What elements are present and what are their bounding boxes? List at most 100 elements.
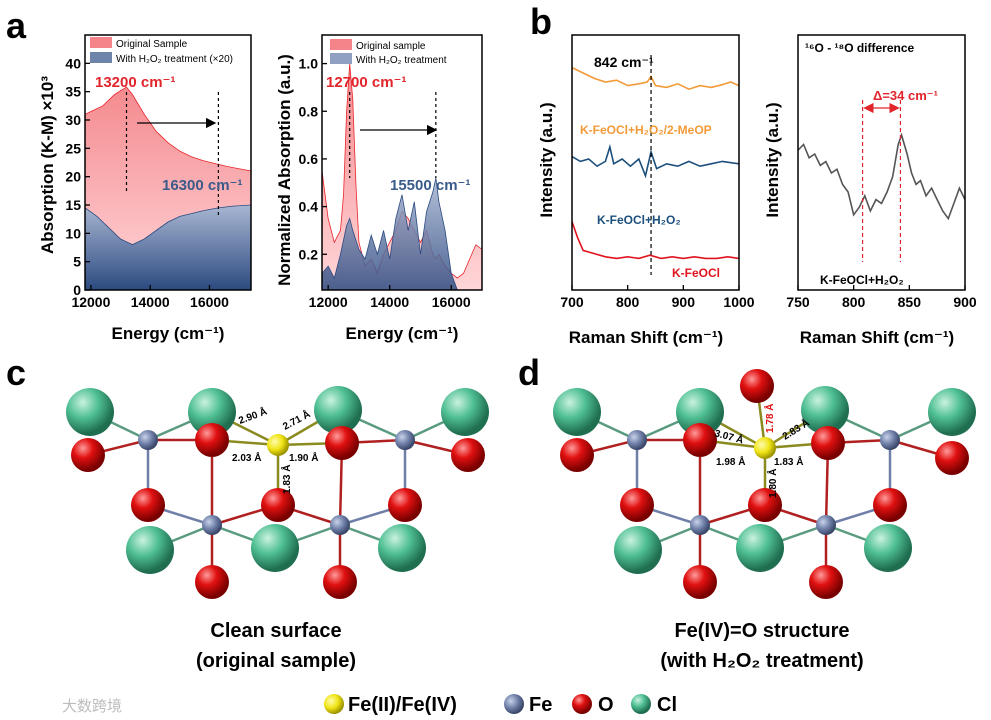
atom-cl	[378, 524, 426, 572]
atom-o	[195, 423, 229, 457]
atom-o	[323, 565, 357, 599]
b-right-xtick-label: 850	[898, 294, 922, 310]
atom-fe	[816, 515, 836, 535]
a-left-ytick-label: 30	[65, 112, 81, 128]
atom-o	[451, 438, 485, 472]
atom-fe	[627, 430, 647, 450]
atom-o	[71, 438, 105, 472]
chart-b-right: 750 800 850 900 Intensity (a.u.) Raman Shif…	[763, 34, 977, 347]
a-left-ylabel: Absorption (K-M) ×10³	[38, 76, 57, 254]
panel-label-d: d	[518, 352, 540, 393]
bond-label: 2.90 Å	[237, 405, 269, 427]
watermark: 大数跨境	[62, 697, 122, 715]
b-left-xtick-label: 1000	[723, 294, 754, 310]
a-left-ytick-label: 0	[73, 282, 81, 298]
caption-c-line1: Clean surface	[210, 620, 341, 642]
a-right-ytick-label: 0.2	[299, 246, 319, 262]
legend-fe-icon	[504, 694, 524, 714]
atom-cl	[736, 524, 784, 572]
atom-o	[873, 488, 907, 522]
a-right-legend-swatch-red	[330, 39, 352, 50]
bond-label: 1.83 Å	[774, 455, 803, 468]
a-right-legend-swatch-blue	[330, 53, 352, 64]
atom-cl	[928, 388, 976, 436]
a-left-area-treated	[84, 204, 252, 291]
atom-o	[131, 488, 165, 522]
b-right-xtick-label: 800	[842, 294, 866, 310]
b-right-xtick-label: 900	[953, 294, 977, 310]
b-right-xlabel: Raman Shift (cm⁻¹)	[800, 328, 954, 347]
legend-o-icon	[572, 694, 592, 714]
b-right-xtick-label: 750	[786, 294, 810, 310]
atom-cl	[676, 388, 724, 436]
a-left-frame	[84, 34, 252, 291]
a-left-legend-label-1: Original Sample	[116, 39, 188, 50]
a-right-frame	[321, 34, 483, 291]
bond-label: 1.98 Å	[716, 455, 745, 468]
a-right-ytick-label: 1.0	[299, 56, 319, 72]
a-left-xtick-label: 16000	[190, 294, 229, 310]
atom-cl	[314, 386, 362, 434]
atom-o	[740, 369, 774, 403]
atom-o	[195, 565, 229, 599]
a-left-ytick-label: 25	[65, 140, 81, 156]
panel-label-a: a	[6, 5, 27, 46]
a-left-ytick-label: 20	[65, 169, 81, 185]
atoms-d	[553, 369, 976, 599]
b-right-plot: 750 800 850 900	[786, 34, 977, 310]
atom-o	[811, 426, 845, 460]
atom-fe	[330, 515, 350, 535]
atom-o	[748, 488, 782, 522]
caption-c-line2: (original sample)	[196, 650, 356, 672]
atom-fe-yellow	[754, 437, 776, 459]
b-left-plot: 700 800 900 1000	[560, 34, 755, 310]
b-left-series-label-2: K-FeOCl+H₂O₂	[597, 213, 681, 227]
a-right-xtick-label: 14000	[370, 294, 409, 310]
a-left-legend-swatch-red	[90, 37, 112, 48]
chart-b-left: 700 800 900 1000 Intensity (a.u.) Raman Shi…	[537, 34, 755, 347]
atom-cl	[188, 388, 236, 436]
chart-a-right: 12000 14000 16000 0.2 0.4 0.6 0.8 1.0 Normalize…	[275, 34, 483, 343]
atom-fe	[395, 430, 415, 450]
a-left-ytick-label: 15	[65, 197, 81, 213]
a-left-ytick-label: 5	[73, 254, 81, 270]
a-right-xlabel: Energy (cm⁻¹)	[346, 324, 459, 343]
a-right-legend: Original sample With H₂O₂ treatment	[330, 39, 447, 66]
b-left-marker-label: 842 cm⁻¹	[594, 54, 654, 70]
a-right-ytick-label: 0.6	[299, 151, 319, 167]
b-right-ylabel: Intensity (a.u.)	[763, 102, 782, 217]
caption-d-line1: Fe(IV)=O structure	[674, 620, 849, 642]
b-right-series-line	[797, 132, 966, 221]
panel-label-b: b	[530, 1, 552, 42]
b-left-xlabel: Raman Shift (cm⁻¹)	[569, 328, 723, 347]
legend-label-o: O	[598, 694, 614, 716]
bond-label: 2.83 Å	[780, 416, 812, 443]
b-left-xtick-label: 800	[616, 294, 640, 310]
atom-fe	[690, 515, 710, 535]
atom-o	[809, 565, 843, 599]
atom-cl	[614, 526, 662, 574]
a-left-legend-swatch-blue	[90, 52, 112, 63]
bond-label-red: 1.78 Å	[763, 404, 776, 433]
b-left-series-line	[571, 143, 740, 179]
a-left-ytick-label: 10	[65, 225, 81, 241]
legend-label-cl: Cl	[657, 694, 677, 716]
a-left-legend-label-2: With H₂O₂ treatment (×20)	[116, 54, 233, 65]
legend-fe-yellow-icon	[324, 694, 344, 714]
atom-o	[683, 423, 717, 457]
a-right-ytick-label: 0.8	[299, 103, 319, 119]
atoms-c	[66, 386, 489, 599]
atom-fe	[202, 515, 222, 535]
b-left-xtick-label: 900	[672, 294, 696, 310]
atom-cl	[553, 388, 601, 436]
atom-cl	[251, 524, 299, 572]
a-right-annotation-1: 12700 cm⁻¹	[326, 74, 406, 91]
a-left-ytick-label: 40	[65, 55, 81, 71]
b-left-ylabel: Intensity (a.u.)	[537, 102, 556, 217]
a-right-ytick-label: 0.4	[299, 199, 319, 215]
bond-label: 1.80 Å	[766, 469, 779, 498]
atom-o	[620, 488, 654, 522]
legend-label-fe: Fe	[529, 694, 552, 716]
atom-o	[935, 441, 969, 475]
